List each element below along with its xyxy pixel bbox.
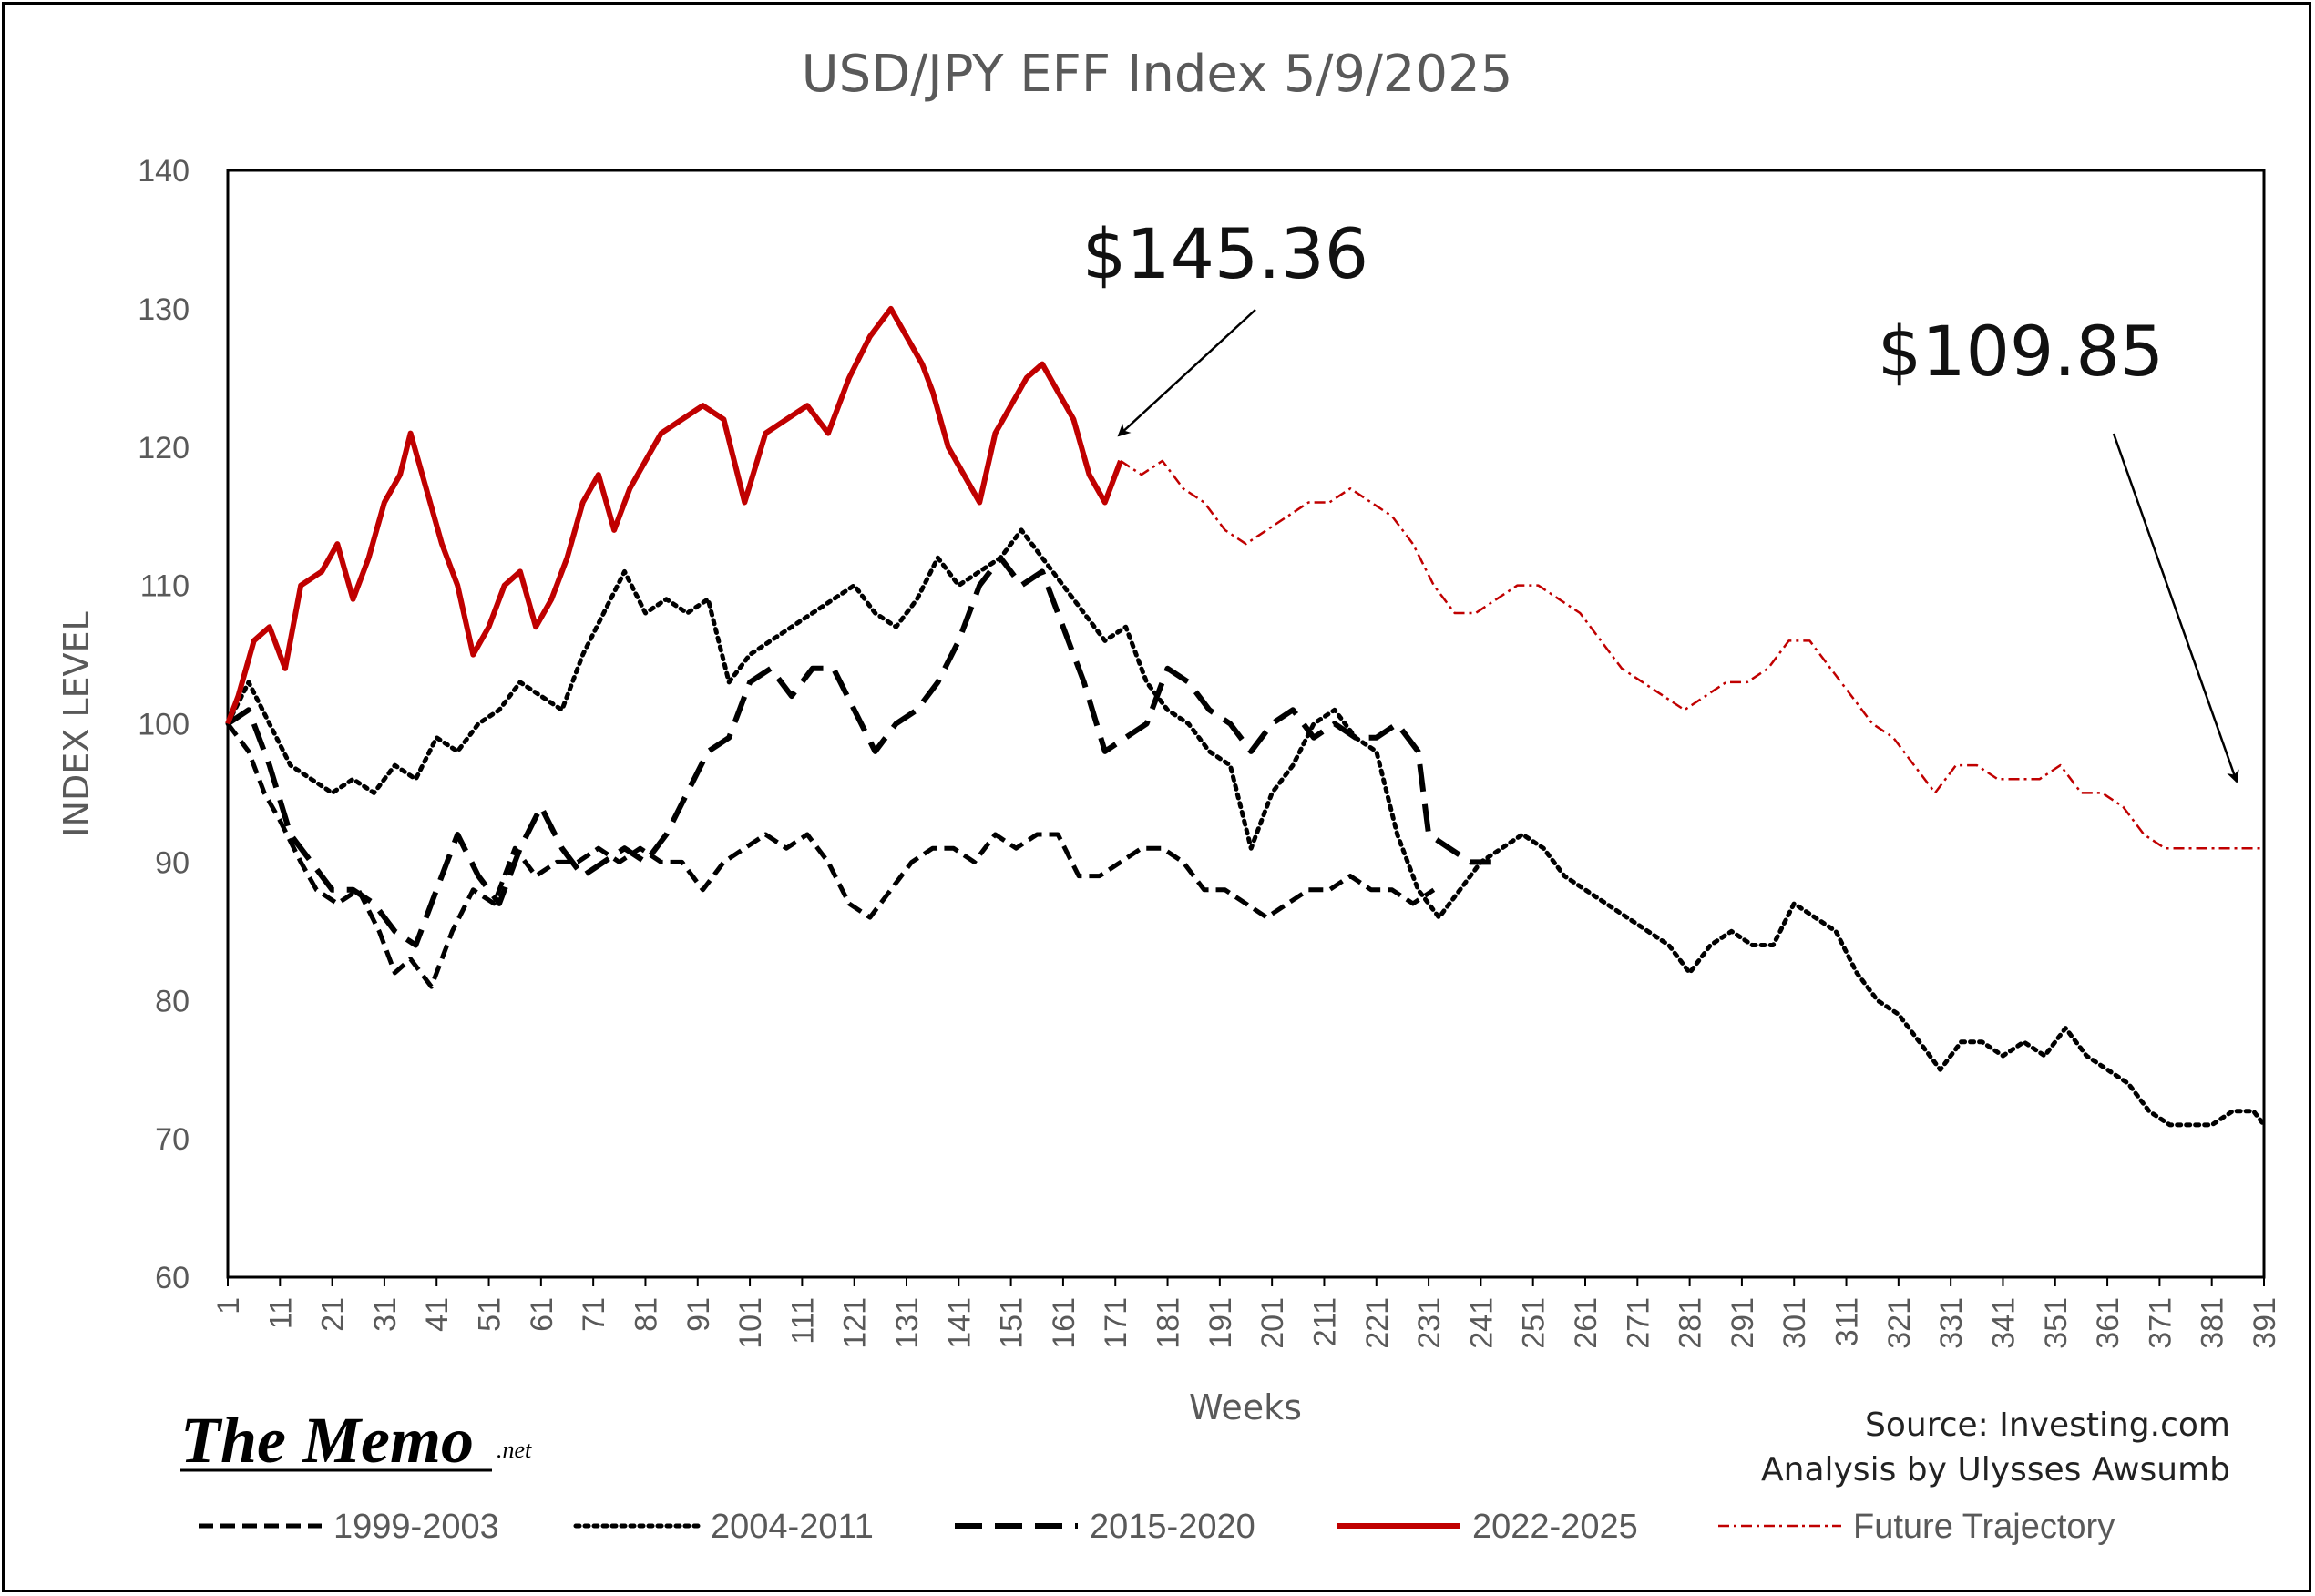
logo-main: The Memo — [180, 1404, 474, 1477]
x-tick-label: 191 — [1204, 1297, 1238, 1349]
legend-label-future-trajectory: Future Trajectory — [1853, 1508, 2115, 1546]
x-tick-label: 91 — [681, 1297, 716, 1332]
x-tick-label: 211 — [1307, 1297, 1342, 1346]
y-tick-label: 70 — [155, 1122, 190, 1157]
x-tick-label: 171 — [1099, 1297, 1133, 1349]
series-line-future-trajectory — [1120, 459, 2264, 850]
annotation-arrow-109-85 — [2112, 433, 2239, 783]
x-tick-label: 361 — [2091, 1297, 2125, 1349]
x-tick-label: 341 — [1986, 1297, 2021, 1349]
y-tick-label: 90 — [155, 845, 190, 880]
series-line-1999-2003 — [226, 721, 1436, 989]
series-layer — [225, 305, 2267, 1128]
x-tick-label: 281 — [1674, 1297, 1708, 1349]
x-tick-label: 371 — [2143, 1297, 2177, 1349]
x-tick-label: 11 — [263, 1297, 298, 1329]
x-tick-label: 271 — [1621, 1297, 1655, 1349]
the-memo-logo: The Memo .net — [180, 1404, 532, 1477]
y-tick-label: 60 — [155, 1261, 190, 1295]
legend: 1999-2003 2004-2011 2015-2020 2022-2025 Futu… — [199, 1508, 2115, 1546]
x-tick-label: 261 — [1569, 1297, 1603, 1349]
y-tick-label: 140 — [138, 154, 190, 189]
x-tick-label: 351 — [2039, 1297, 2074, 1349]
y-tick-label: 100 — [138, 708, 190, 742]
series-line-2015-2020 — [226, 555, 1491, 948]
chart-title: USD/JPY EFF Index 5/9/2025 — [802, 45, 1513, 104]
y-tick-label: 130 — [138, 292, 190, 327]
y-tick-label: 80 — [155, 984, 190, 1018]
series-line-2022-2025 — [225, 305, 1123, 725]
x-tick-label: 291 — [1726, 1297, 1760, 1349]
x-tick-label: 251 — [1517, 1297, 1552, 1349]
source-note: Source: Investing.com — [1865, 1407, 2230, 1444]
x-tick-label: 331 — [1934, 1297, 1969, 1349]
x-tick-label: 201 — [1255, 1297, 1290, 1349]
x-tick-label: 21 — [316, 1297, 351, 1332]
x-tick-label: 161 — [1047, 1297, 1081, 1349]
x-tick-label: 141 — [942, 1297, 977, 1349]
x-tick-label: 231 — [1412, 1297, 1447, 1349]
y-axis: 60 70 80 90 100 110 120 130 140 — [138, 154, 190, 1295]
x-tick-label: 381 — [2196, 1297, 2230, 1349]
legend-label-2004-2011: 2004-2011 — [711, 1508, 874, 1546]
x-axis-label: Weeks — [1189, 1387, 1302, 1427]
x-tick-label: 311 — [1830, 1297, 1865, 1346]
annotation-145-36: $145.36 — [1082, 213, 1368, 294]
x-tick-label: 131 — [890, 1297, 925, 1349]
x-tick-label: 111 — [785, 1297, 820, 1345]
x-tick-label: 51 — [473, 1297, 507, 1332]
x-tick-label: 221 — [1360, 1297, 1395, 1349]
x-tick-label: 241 — [1464, 1297, 1499, 1349]
x-tick-label: 71 — [577, 1297, 611, 1332]
y-axis-label: INDEX LEVEL — [56, 611, 97, 836]
x-tick-label: 81 — [629, 1297, 663, 1332]
logo-suffix: .net — [497, 1437, 532, 1463]
x-tick-label: 121 — [838, 1297, 873, 1349]
legend-label-2015-2020: 2015-2020 — [1090, 1508, 1255, 1546]
series-line-2004-2011 — [225, 527, 2267, 1128]
x-tick-label: 151 — [995, 1297, 1029, 1349]
x-tick-label: 41 — [420, 1297, 455, 1332]
legend-label-2022-2025: 2022-2025 — [1472, 1508, 1638, 1546]
x-tick-label: 391 — [2248, 1297, 2282, 1349]
x-axis: 1 11 21 31 41 51 61 71 81 91 101 111 121 131 141 151 161… — [211, 1277, 2282, 1349]
x-tick-label: 181 — [1152, 1297, 1186, 1349]
annotation-109-85: $109.85 — [1878, 311, 2164, 392]
y-tick-label: 110 — [140, 569, 190, 604]
x-tick-label: 301 — [1777, 1297, 1812, 1349]
analysis-note: Analysis by Ulysses Awsumb — [1761, 1451, 2230, 1489]
y-tick-label: 120 — [138, 431, 190, 466]
x-tick-label: 31 — [368, 1297, 403, 1332]
annotation-arrow-145-36 — [1117, 309, 1256, 437]
x-tick-label: 1 — [211, 1297, 246, 1315]
legend-label-1999-2003: 1999-2003 — [333, 1508, 499, 1546]
x-tick-label: 101 — [733, 1297, 768, 1349]
x-tick-label: 321 — [1882, 1297, 1917, 1349]
x-tick-label: 61 — [525, 1297, 559, 1332]
